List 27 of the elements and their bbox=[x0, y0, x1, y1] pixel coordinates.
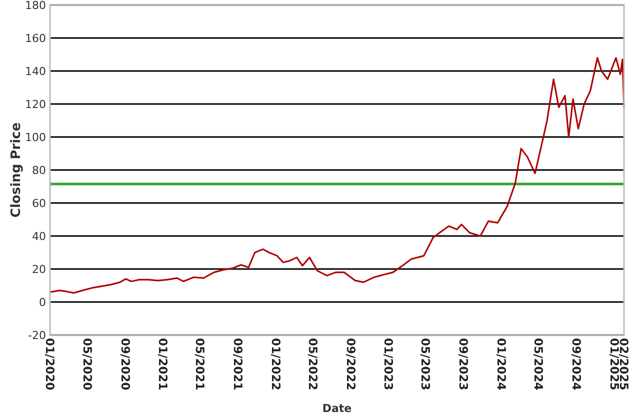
line-series bbox=[50, 57, 625, 294]
x-tick-label: 05/2024 bbox=[532, 338, 546, 390]
x-tick-label: 05/2022 bbox=[306, 338, 320, 390]
y-tick-label: 80 bbox=[32, 164, 46, 177]
x-tick-label: 01/2024 bbox=[494, 338, 508, 390]
x-tick-label: 01/2023 bbox=[382, 338, 396, 390]
y-tick-label: 180 bbox=[25, 0, 46, 12]
y-tick-label: 20 bbox=[32, 262, 46, 276]
y-tick-label: 120 bbox=[25, 98, 46, 111]
x-tick-label: 01/2021 bbox=[156, 338, 170, 390]
y-tick-label: 60 bbox=[32, 196, 46, 210]
y-tick-label: 160 bbox=[25, 32, 46, 45]
x-tick-label: 09/2020 bbox=[118, 338, 132, 390]
x-tick-label: 09/2023 bbox=[456, 338, 471, 390]
x-tick-label: 09/2024 bbox=[570, 338, 584, 390]
y-tick-label: 100 bbox=[25, 130, 46, 144]
y-tick-label: 40 bbox=[32, 230, 46, 243]
x-tick-label: 09/2021 bbox=[231, 338, 246, 390]
y-tick-label: 140 bbox=[25, 64, 46, 78]
x-tick-label: 09/2022 bbox=[344, 338, 358, 390]
x-tick-label: 05/2021 bbox=[193, 338, 208, 390]
y-axis-title: Closing Price bbox=[9, 122, 24, 218]
x-tick-label: 05/2023 bbox=[418, 338, 433, 390]
x-tick-label: 01/2022 bbox=[268, 338, 283, 390]
x-axis-title: Date bbox=[322, 402, 352, 415]
x-tick-label: 05/2020 bbox=[80, 338, 94, 390]
y-tick-label: 0 bbox=[39, 296, 46, 309]
